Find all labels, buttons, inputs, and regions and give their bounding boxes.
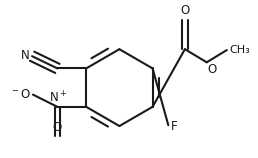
Text: O: O (180, 4, 190, 17)
Text: O: O (208, 63, 217, 76)
Text: $^-$O: $^-$O (10, 88, 31, 101)
Text: O: O (53, 121, 62, 134)
Text: CH₃: CH₃ (229, 45, 250, 55)
Text: F: F (170, 120, 177, 133)
Text: N$^+$: N$^+$ (49, 91, 68, 106)
Text: N: N (21, 49, 29, 62)
